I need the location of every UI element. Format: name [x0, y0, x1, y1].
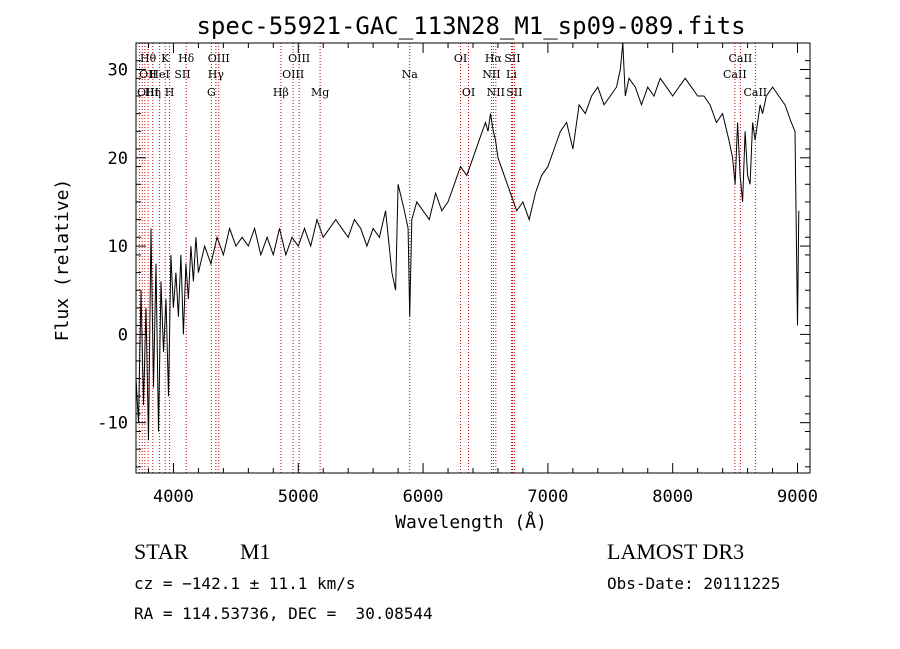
plot-frame [135, 42, 811, 474]
line-label: Hβ [273, 86, 289, 99]
line-label: OIII [288, 52, 310, 65]
line-label: SII [504, 52, 520, 65]
object-class: STAR [134, 539, 189, 564]
y-tick-label: 30 [108, 60, 128, 80]
y-tick-label: 20 [108, 149, 128, 169]
x-tick-label: 9000 [777, 487, 818, 507]
x-tick-label: 7000 [527, 487, 568, 507]
line-label: OII [139, 68, 157, 81]
axis-ticks: 4000 5000 6000 7000 8000 9000 -10 0 10 20 30 [97, 43, 818, 507]
x-tick-label: 4000 [153, 487, 194, 507]
line-label: CaII [729, 52, 753, 65]
line-label: H [165, 86, 175, 99]
y-tick-label: 10 [108, 237, 128, 257]
line-label: Mg [311, 86, 329, 99]
line-label: HeI [149, 68, 169, 81]
line-label: CaII [723, 68, 747, 81]
y-axis-label: Flux (relative) [52, 179, 73, 342]
line-label: Na [402, 68, 419, 81]
line-label: OIII [137, 86, 159, 99]
obs-date: Obs-Date: 20111225 [607, 574, 781, 593]
line-label: Hη [145, 86, 161, 99]
line-label: NII [487, 86, 505, 99]
y-tick-label: -10 [97, 414, 128, 434]
line-label: G [207, 86, 216, 99]
spectrum-line [135, 42, 800, 441]
x-tick-label: 5000 [278, 487, 319, 507]
x-tick-label: 8000 [652, 487, 693, 507]
line-label: NII [482, 68, 500, 81]
line-label: SII [174, 68, 190, 81]
coordinates: RA = 114.53736, DEC = 30.08544 [134, 604, 433, 623]
line-label: OI [462, 86, 475, 99]
line-label: Hθ [140, 52, 157, 65]
line-label: K [161, 52, 170, 65]
redshift-text: cz = −142.1 ± 11.1 km/s [134, 574, 356, 593]
y-tick-label: 0 [118, 325, 128, 345]
line-label: Hδ [178, 52, 195, 65]
line-label: Hγ [208, 68, 225, 81]
line-label: OI [454, 52, 467, 65]
line-label: CaII [743, 86, 767, 99]
survey-name: LAMOST DR3 [607, 539, 745, 564]
line-label: Li [506, 68, 517, 81]
object-subclass: M1 [240, 539, 271, 564]
line-label: OIII [282, 68, 304, 81]
line-markers [138, 43, 756, 473]
x-tick-label: 6000 [403, 487, 444, 507]
line-label: OIII [208, 52, 230, 65]
chart-title: spec-55921-GAC_113N28_M1_sp09-089.fits [196, 12, 745, 40]
line-label: Hα [485, 52, 503, 65]
line-label: SII [506, 86, 522, 99]
x-axis-label: Wavelength (Å) [395, 511, 547, 533]
